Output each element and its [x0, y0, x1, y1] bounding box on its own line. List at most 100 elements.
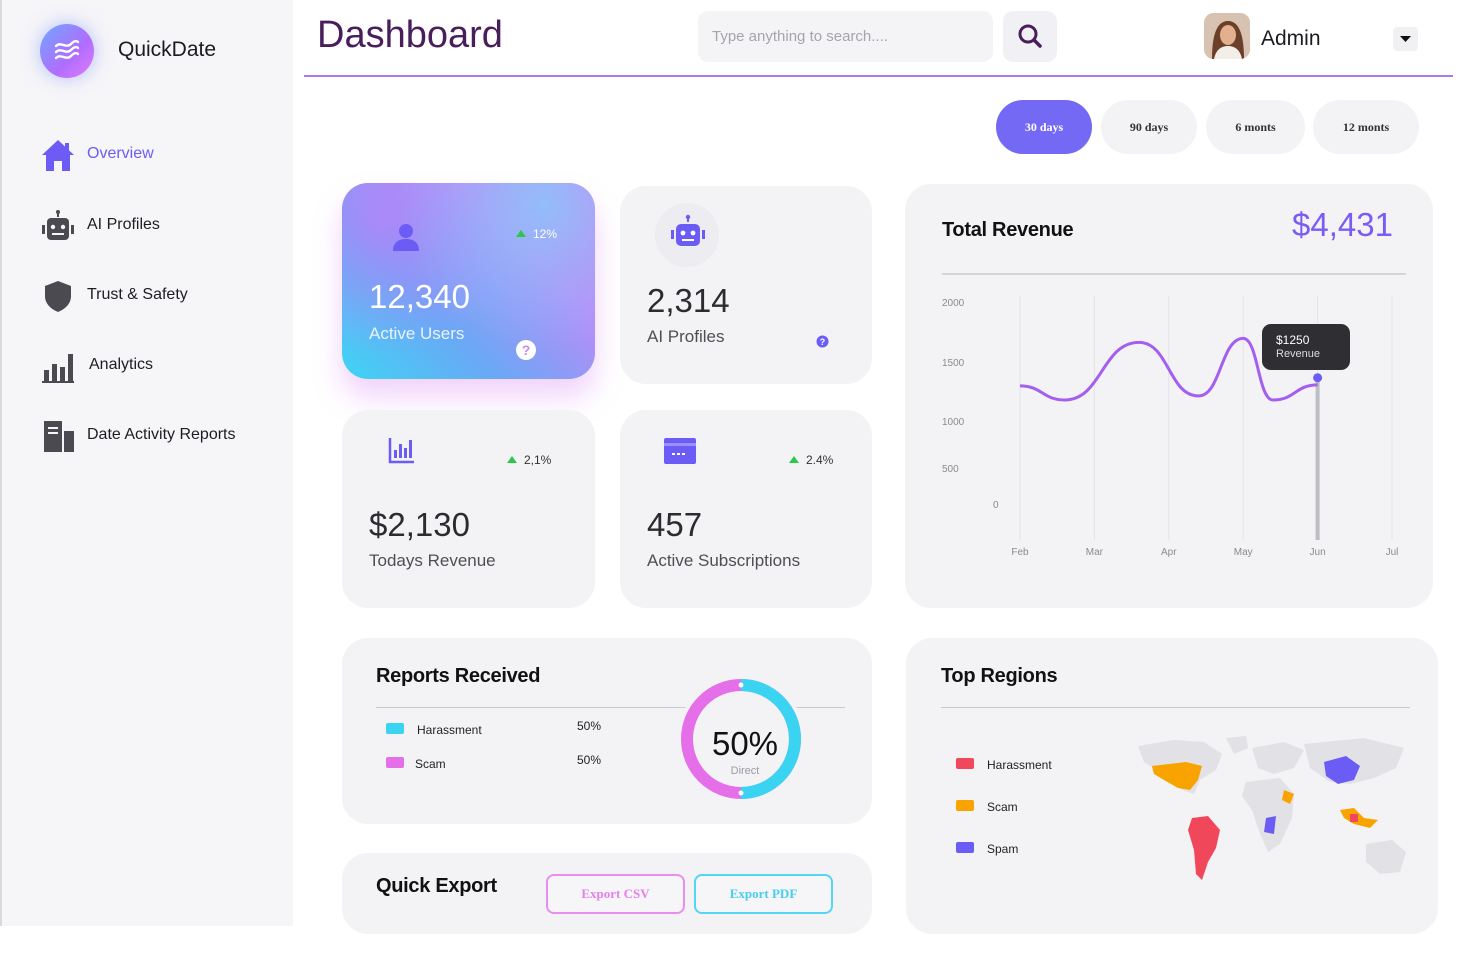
- robot-icon: [42, 210, 74, 240]
- legend-label-spam: Spam: [987, 842, 1019, 856]
- map-se-asia-red: [1350, 814, 1358, 822]
- legend-swatch-harassment: [956, 758, 974, 769]
- y-tick-label: 2000: [942, 298, 965, 309]
- sidebar-item-ai-profiles[interactable]: AI Profiles: [40, 206, 280, 246]
- donut-value: 50%: [711, 725, 779, 762]
- donut-wrap: 50% Direct: [677, 675, 805, 803]
- trend-up-icon: [789, 456, 799, 463]
- svg-text:?: ?: [522, 342, 531, 358]
- report-icon: [44, 421, 74, 452]
- page-title: Dashboard: [317, 14, 503, 56]
- ai-profiles-label: AI Profiles: [647, 327, 725, 346]
- highlight-stem: [1315, 377, 1320, 540]
- search-icon: [1018, 24, 1042, 48]
- shield-icon: [45, 281, 71, 312]
- card-divider: [941, 707, 1410, 708]
- subscriptions-value: 457: [647, 506, 703, 543]
- legend-label-scam: Scam: [987, 800, 1018, 814]
- brand-name: QuickDate: [118, 38, 217, 61]
- sidebar-item-label: Date Activity Reports: [87, 426, 236, 443]
- reports-donut-chart: [681, 679, 801, 799]
- y-tick-label: 1500: [942, 358, 965, 369]
- period-90-days[interactable]: 90 days: [1101, 100, 1197, 154]
- caret-down-icon: [1400, 36, 1411, 42]
- map-europe: [1252, 742, 1304, 774]
- user-icon: [393, 224, 419, 251]
- donut-marker: [738, 682, 744, 688]
- map-horn-africa: [1282, 790, 1294, 804]
- map-se-asia: [1340, 808, 1378, 828]
- legend-swatch-spam: [956, 842, 974, 853]
- map-australia: [1366, 840, 1406, 874]
- x-tick-label: Mar: [1086, 547, 1104, 558]
- y-tick-label: 500: [942, 464, 959, 475]
- sidebar-item-analytics[interactable]: Analytics: [40, 346, 280, 386]
- ai-profiles-card[interactable]: 2,314 AI Profiles ?: [620, 186, 872, 384]
- y-tick-label: 0: [993, 500, 999, 511]
- subscriptions-trend: 2.4%: [789, 453, 833, 467]
- bar-chart-icon: [42, 354, 74, 383]
- tooltip-label: Revenue: [1276, 348, 1321, 360]
- sidebar-item-label: Overview: [87, 145, 154, 162]
- card-divider: [376, 707, 845, 708]
- help-icon[interactable]: ?: [816, 335, 829, 348]
- map-south-america: [1188, 816, 1220, 880]
- period-12-months[interactable]: 12 monts: [1313, 100, 1419, 154]
- todays-revenue-label: Todays Revenue: [369, 551, 496, 570]
- robot-icon: [671, 214, 705, 246]
- legend-percent-scam: 50%: [577, 753, 602, 767]
- todays-revenue-value: $2,130: [369, 506, 470, 543]
- x-tick-label: Jul: [1386, 547, 1399, 558]
- sidebar-item-date-activity-reports[interactable]: Date Activity Reports: [40, 416, 280, 456]
- legend-label-harassment: Harassment: [417, 723, 482, 737]
- sidebar-item-label: AI Profiles: [87, 216, 160, 233]
- chart-bars-icon: [388, 438, 414, 464]
- x-tick-label: Apr: [1161, 547, 1177, 558]
- avatar[interactable]: [1204, 13, 1250, 59]
- todays-revenue-card[interactable]: 2,1% $2,130 Todays Revenue: [342, 410, 595, 608]
- revenue-series-line: [1019, 336, 1318, 402]
- search-input[interactable]: [698, 11, 993, 62]
- tooltip-value: $1250: [1276, 333, 1310, 347]
- map-greenland: [1226, 736, 1248, 754]
- export-csv-button[interactable]: Export CSV: [546, 874, 685, 914]
- total-revenue-card: Total Revenue $4,431 Feb Mar Apr May Jun Jul 2…: [905, 184, 1433, 608]
- user-name[interactable]: Admin: [1261, 27, 1321, 50]
- sidebar-item-trust-safety[interactable]: Trust & Safety: [40, 276, 280, 316]
- y-tick-label: 1000: [942, 417, 965, 428]
- todays-revenue-trend: 2,1%: [507, 453, 551, 467]
- export-pdf-button[interactable]: Export PDF: [694, 874, 833, 914]
- x-tick-label: Jun: [1310, 547, 1326, 558]
- legend-swatch-scam: [386, 757, 404, 768]
- active-users-label: Active Users: [369, 324, 465, 343]
- logo-waves-icon: [54, 39, 80, 60]
- subscriptions-label: Active Subscriptions: [647, 551, 801, 570]
- header-divider: [304, 75, 1453, 77]
- reports-title: Reports Received: [376, 665, 541, 687]
- reports-received-card: Reports Received Harassment 50% Scam 50%…: [342, 638, 872, 824]
- donut-marker: [738, 790, 744, 796]
- legend-label-harassment: Harassment: [987, 758, 1052, 772]
- home-icon: [42, 140, 74, 171]
- revenue-line-chart: Feb Mar Apr May Jun Jul 2000 1500 1000 500 0: [942, 296, 1399, 558]
- highlight-point[interactable]: [1313, 373, 1323, 383]
- period-30-days[interactable]: 30 days: [996, 100, 1092, 154]
- active-users-trend: 12%: [516, 227, 557, 241]
- legend-swatch-harassment: [386, 723, 404, 734]
- map-central-africa: [1264, 816, 1276, 834]
- user-photo-icon: [1204, 13, 1250, 59]
- help-icon[interactable]: ?: [515, 339, 537, 361]
- search-button[interactable]: [1003, 11, 1057, 62]
- period-6-months[interactable]: 6 monts: [1206, 100, 1305, 154]
- map-usa: [1152, 762, 1202, 790]
- x-tick-label: Feb: [1011, 547, 1029, 558]
- active-users-card[interactable]: 12% 12,340 Active Users ?: [342, 183, 595, 379]
- sidebar-item-label: Analytics: [89, 356, 154, 373]
- user-menu-dropdown[interactable]: [1393, 27, 1418, 51]
- card-icon: [664, 438, 696, 464]
- x-tick-label: May: [1234, 547, 1253, 558]
- trend-up-icon: [507, 456, 517, 463]
- legend-percent-harassment: 50%: [577, 719, 602, 733]
- sidebar-item-overview[interactable]: Overview: [40, 135, 280, 175]
- active-subscriptions-card[interactable]: 2.4% 457 Active Subscriptions: [620, 410, 872, 608]
